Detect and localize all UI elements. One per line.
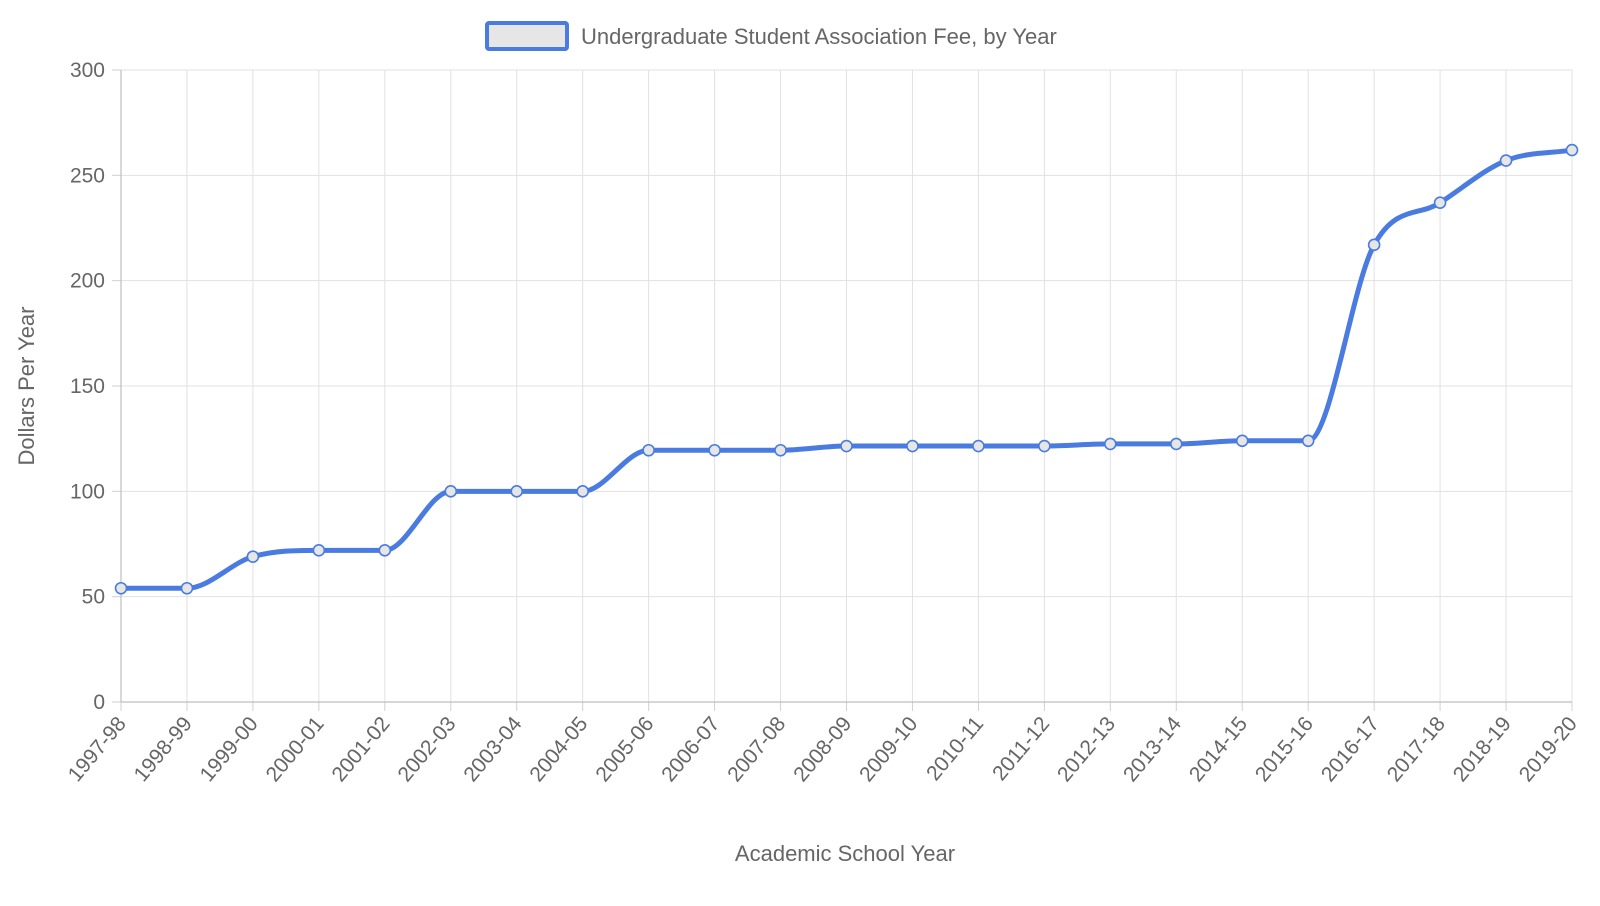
x-tick-label: 2003-04 (459, 712, 526, 786)
y-tick-label: 100 (70, 480, 105, 503)
data-point[interactable] (972, 439, 985, 453)
data-point[interactable] (576, 485, 589, 498)
data-point[interactable] (1499, 154, 1513, 167)
x-tick-label: 2004-05 (525, 712, 592, 786)
x-tick-label: 2011-12 (988, 712, 1054, 785)
data-point[interactable] (840, 439, 853, 453)
data-points (114, 143, 1579, 595)
data-point[interactable] (1301, 434, 1315, 448)
x-tick-label: 2007-08 (723, 712, 790, 786)
x-tick-label: 2014-15 (1185, 712, 1252, 786)
data-point[interactable] (906, 439, 919, 453)
data-point[interactable] (312, 544, 326, 557)
data-point[interactable] (180, 581, 194, 595)
data-point[interactable] (642, 443, 655, 457)
x-tick-label: 1999-00 (196, 712, 263, 786)
data-point[interactable] (1104, 437, 1117, 451)
x-tick-label: 2018-19 (1449, 712, 1516, 786)
y-tick-label: 300 (70, 59, 105, 82)
data-point[interactable] (1235, 434, 1249, 448)
data-point[interactable] (1565, 143, 1579, 157)
legend[interactable]: Undergraduate Student Association Fee, b… (485, 21, 1057, 51)
x-tick-label: 2005-06 (591, 712, 658, 786)
y-tick-label: 0 (93, 691, 105, 714)
data-point[interactable] (444, 485, 458, 498)
data-point[interactable] (378, 544, 392, 557)
x-axis-title: Academic School Year (735, 841, 955, 866)
x-tick-label: 2009-10 (855, 712, 922, 786)
x-tick-label: 2016-17 (1317, 712, 1384, 786)
x-tick-label: 2008-09 (789, 712, 856, 786)
legend-swatch[interactable] (485, 21, 569, 51)
y-tick-label: 200 (70, 270, 105, 293)
x-tick-label: 2010-11 (922, 712, 988, 785)
data-point[interactable] (510, 485, 524, 498)
x-tick-label: 2006-07 (657, 712, 724, 786)
data-point[interactable] (1038, 439, 1051, 453)
data-point[interactable] (1367, 238, 1381, 252)
x-tick-label: 2000-01 (262, 712, 329, 786)
x-tick-label: 2013-14 (1119, 712, 1186, 786)
data-point[interactable] (1433, 196, 1447, 210)
x-tick-label: 2019-20 (1515, 712, 1582, 786)
y-tick-label: 150 (70, 375, 105, 398)
data-point[interactable] (114, 581, 128, 595)
x-tick-label: 2017-18 (1383, 712, 1450, 786)
x-tick-label: 1997-98 (64, 712, 131, 786)
data-point[interactable] (774, 443, 787, 457)
y-axis-title: Dollars Per Year (14, 307, 39, 466)
y-tick-label: 50 (82, 586, 105, 609)
data-point[interactable] (246, 550, 260, 563)
legend-label[interactable]: Undergraduate Student Association Fee, b… (581, 24, 1057, 49)
y-tick-label: 250 (70, 164, 105, 187)
grid (120, 69, 1573, 703)
data-point[interactable] (1169, 437, 1183, 451)
data-point[interactable] (708, 443, 721, 457)
x-tick-label: 2015-16 (1251, 712, 1318, 786)
x-tick-label: 2002-03 (393, 712, 460, 786)
x-tick-label: 2012-13 (1053, 712, 1120, 786)
x-tick-label: 1998-99 (130, 712, 197, 786)
x-tick-label: 2001-02 (327, 712, 394, 786)
axes: 0501001502002503001997-981998-991999-002… (64, 59, 1582, 786)
